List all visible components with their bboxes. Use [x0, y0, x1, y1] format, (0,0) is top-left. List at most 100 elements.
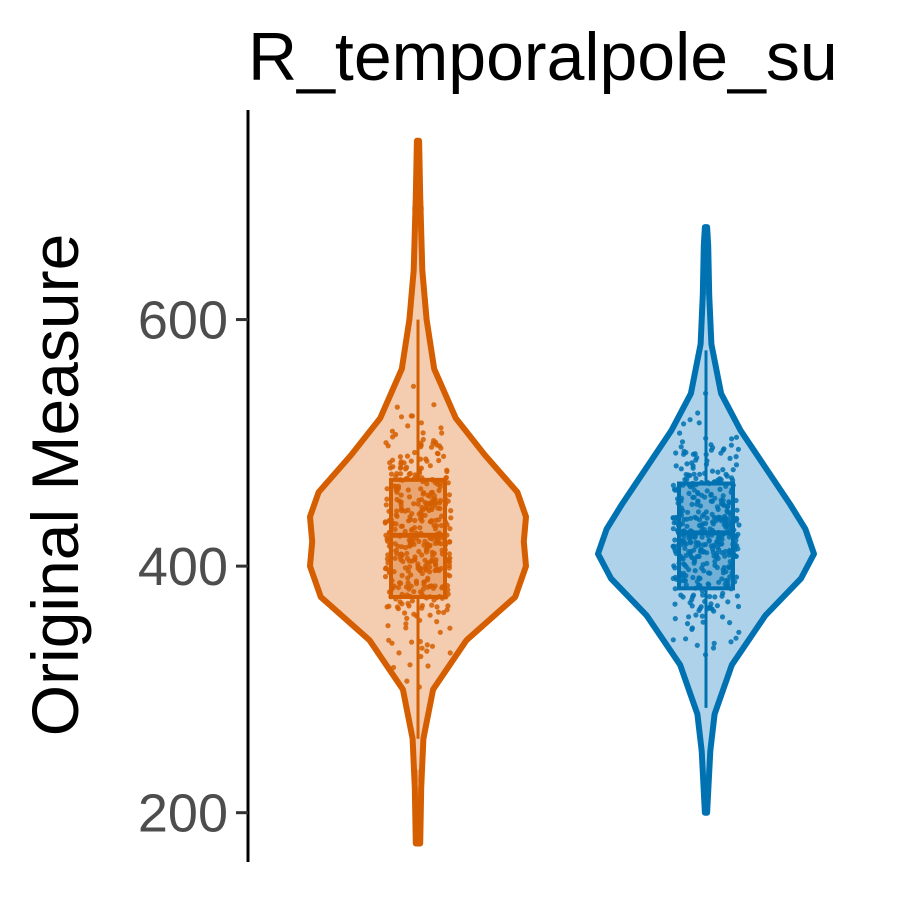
data-point: [736, 522, 742, 528]
data-point: [406, 558, 412, 564]
data-point: [672, 601, 678, 607]
data-point: [693, 515, 700, 521]
data-point: [397, 454, 403, 460]
data-point: [678, 592, 684, 598]
data-point: [406, 603, 412, 609]
data-point: [694, 642, 700, 648]
data-point: [419, 552, 425, 558]
data-point: [720, 467, 726, 473]
data-point: [397, 465, 403, 471]
data-point: [679, 439, 686, 445]
data-point: [389, 428, 395, 434]
data-point: [671, 520, 677, 526]
data-point: [403, 625, 409, 631]
data-point: [427, 612, 433, 618]
data-point: [404, 615, 410, 622]
data-point: [706, 538, 712, 544]
data-point: [431, 496, 437, 502]
data-point: [408, 527, 415, 533]
data-point: [437, 480, 443, 486]
data-point: [400, 558, 406, 565]
data-point: [444, 607, 450, 613]
data-point: [418, 565, 424, 572]
data-point: [409, 598, 415, 604]
data-point: [670, 482, 677, 488]
data-point: [404, 550, 410, 557]
data-point: [395, 543, 401, 549]
data-point: [431, 550, 437, 557]
data-point: [407, 514, 413, 520]
data-point: [411, 501, 417, 507]
data-point: [723, 471, 729, 477]
data-point: [405, 518, 412, 524]
data-point: [678, 444, 684, 450]
data-point: [733, 454, 739, 460]
data-point: [708, 601, 714, 607]
data-point: [670, 637, 676, 643]
data-point: [716, 579, 722, 585]
data-point: [683, 552, 689, 559]
data-point: [395, 606, 401, 612]
data-point: [398, 459, 404, 465]
data-point: [735, 546, 741, 552]
data-point: [437, 629, 443, 635]
data-point: [678, 466, 684, 472]
data-point: [407, 470, 413, 477]
data-point: [728, 475, 735, 481]
data-point: [721, 502, 727, 508]
data-point: [710, 445, 716, 451]
data-point: [711, 640, 717, 647]
data-point: [689, 625, 696, 631]
data-point: [424, 542, 430, 548]
data-point: [700, 548, 707, 555]
data-point: [422, 512, 428, 518]
data-point: [672, 616, 678, 622]
data-point: [680, 556, 686, 562]
data-point: [383, 565, 389, 571]
data-point: [686, 490, 692, 496]
data-point: [728, 442, 735, 448]
data-point: [424, 648, 430, 654]
data-point: [436, 457, 442, 464]
data-point: [685, 509, 691, 515]
data-point: [385, 443, 391, 449]
data-point: [398, 492, 404, 498]
data-point: [690, 451, 696, 457]
data-point: [405, 507, 411, 513]
box: [677, 481, 735, 591]
data-point: [692, 568, 698, 574]
data-point: [695, 509, 702, 515]
data-point: [444, 468, 450, 475]
data-point: [712, 495, 718, 501]
data-point: [435, 609, 442, 615]
data-point: [728, 639, 734, 645]
data-point: [715, 469, 721, 475]
data-point: [382, 520, 388, 526]
data-point: [446, 551, 452, 557]
violin-group-2: [595, 224, 817, 816]
data-point: [695, 410, 701, 416]
data-point: [682, 562, 688, 568]
data-point: [689, 460, 695, 466]
data-point: [720, 497, 726, 503]
data-point: [409, 413, 415, 419]
data-point: [714, 544, 721, 550]
data-point: [735, 446, 742, 452]
data-point: [419, 504, 425, 511]
data-point: [402, 528, 408, 534]
data-point: [438, 425, 444, 431]
data-point: [390, 664, 397, 671]
data-point: [727, 620, 733, 626]
data-point: [420, 436, 426, 443]
data-point: [725, 599, 731, 605]
data-point: [698, 604, 704, 610]
data-point: [721, 521, 727, 528]
data-point: [709, 468, 716, 474]
data-point: [434, 442, 440, 448]
data-point: [714, 553, 720, 559]
data-point: [688, 515, 694, 521]
data-point: [703, 520, 709, 527]
data-point: [736, 629, 742, 635]
data-point: [696, 553, 702, 560]
data-point: [727, 455, 733, 461]
